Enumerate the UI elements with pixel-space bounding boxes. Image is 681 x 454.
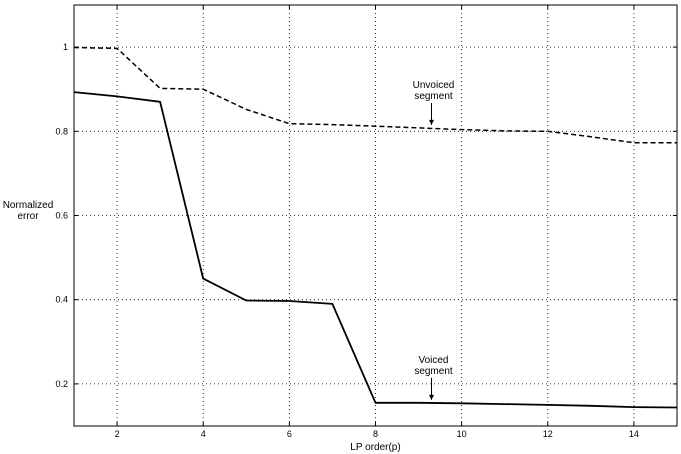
series-line-voiced [73, 91, 678, 409]
annotation-label-voiced: segment [414, 366, 453, 377]
annotation-arrowhead-voiced [428, 394, 434, 400]
series-line-unvoiced [73, 46, 677, 144]
labels-layer: 2 4 6 8 10 12 14 0.2 0.4 0.6 0.8 1 LP order(p) Normal… [3, 42, 639, 453]
x-tick-label: 2 [115, 429, 120, 439]
y-tick-label: 0.4 [55, 295, 68, 305]
x-tick-label: 12 [543, 429, 553, 439]
ticks-layer [74, 5, 677, 426]
y-tick-label: 0.6 [55, 211, 68, 221]
y-tick-label: 1 [63, 42, 68, 52]
y-tick-label: 0.2 [55, 379, 68, 389]
y-tick-label: 0.8 [55, 126, 68, 136]
series-layer [73, 46, 678, 409]
x-tick-label: 8 [373, 429, 378, 439]
y-axis-label: Normalized [3, 200, 54, 211]
y-axis-label: error [17, 211, 39, 222]
grid-layer [74, 5, 677, 426]
annotation-label-unvoiced: Unvoiced [413, 80, 455, 91]
annotation-arrowhead-unvoiced [428, 119, 434, 125]
annotation-label-voiced: Voiced [418, 355, 448, 366]
x-tick-label: 14 [629, 429, 639, 439]
annotation-label-unvoiced: segment [414, 91, 453, 102]
x-axis-label: LP order(p) [350, 442, 400, 453]
x-tick-label: 4 [201, 429, 206, 439]
x-tick-label: 6 [287, 429, 292, 439]
x-tick-label: 10 [457, 429, 467, 439]
